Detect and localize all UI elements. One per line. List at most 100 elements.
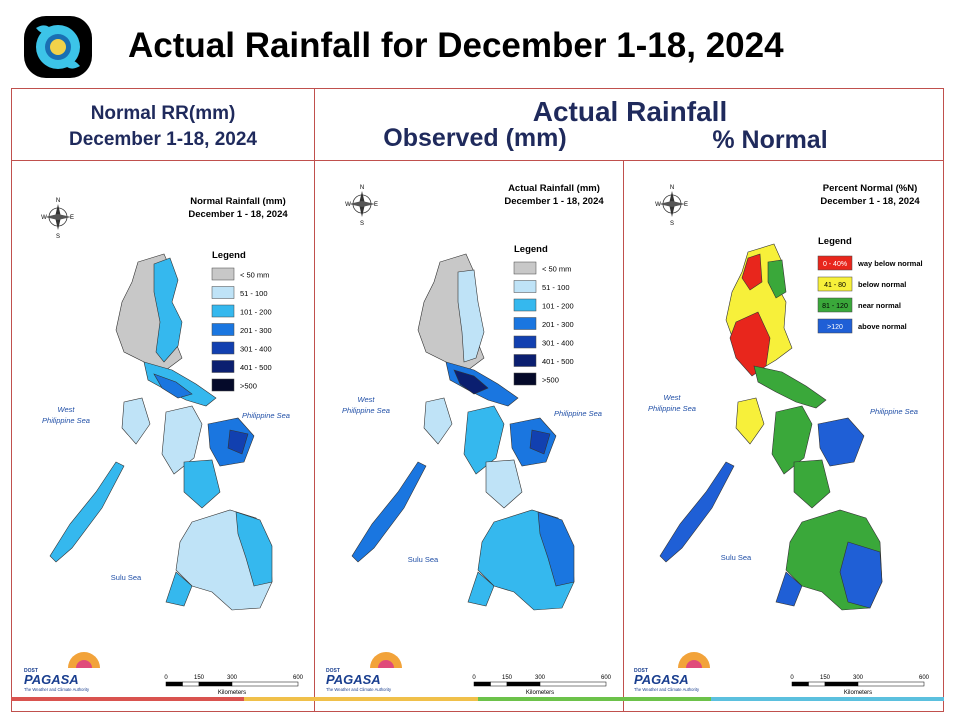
- legend-swatch: [211, 304, 235, 318]
- legend-range: 81 - 120: [822, 303, 848, 310]
- legend-swatch: [211, 378, 235, 392]
- scale-segment: [473, 681, 491, 687]
- legend-label: way below normal: [857, 259, 923, 268]
- compass-rose-icon: N S W E: [345, 185, 378, 227]
- legend: < 50 mm 51 - 100 101 - 200 201 - 300 301 - 4…: [211, 267, 272, 392]
- brand-dost: DOST: [634, 668, 648, 674]
- scale-unit-label: Kilometers: [526, 690, 554, 696]
- slide-title: Actual Rainfall for December 1-18, 2024: [128, 26, 784, 65]
- umbrella-inner-icon: [378, 660, 394, 668]
- scale-segment: [857, 681, 925, 687]
- scale-tick-label: 150: [820, 675, 831, 681]
- normal-rainfall-map: N S W E Normal Rainfall (mm) December 1 …: [24, 196, 304, 696]
- map-title: Actual Rainfall (mm): [508, 183, 600, 194]
- scale-tick-label: 0: [472, 675, 476, 681]
- brand-tagline: The Weather and Climate Authority: [634, 687, 700, 692]
- legend-swatch: [513, 261, 537, 275]
- scale-tick-label: 300: [535, 675, 546, 681]
- legend-swatch: [513, 354, 537, 367]
- compass-w: W: [655, 202, 661, 208]
- compass-e: E: [684, 202, 688, 208]
- legend-range: 41 - 80: [824, 282, 846, 289]
- compass-n: N: [56, 198, 60, 204]
- scale-tick-label: 300: [853, 675, 864, 681]
- compass-s: S: [56, 234, 60, 240]
- brand-dost: DOST: [24, 668, 38, 674]
- legend-label: 201 - 300: [542, 320, 574, 329]
- legend-title: Legend: [818, 236, 852, 247]
- sea-label-east: Philippine Sea: [870, 407, 918, 416]
- legend-label: 301 - 400: [542, 339, 574, 348]
- percent-normal-map: N S W E Percent Normal (%N) December 1 -…: [634, 183, 930, 696]
- compass-rose-icon: N S W E: [655, 185, 688, 227]
- scale-segment: [198, 681, 233, 687]
- dost-pagasa-seal-logo: [24, 16, 92, 78]
- scale-tick-label: 0: [164, 675, 168, 681]
- compass-s: S: [360, 221, 364, 227]
- sea-label-west-1: West: [358, 395, 376, 404]
- scale-segment: [490, 681, 508, 687]
- scale-segment: [824, 681, 859, 687]
- legend-swatch: [211, 341, 235, 355]
- scale-segment: [182, 681, 200, 687]
- legend-swatch: [211, 323, 235, 336]
- scale-segment: [506, 681, 541, 687]
- normal-rainfall-map-panel: N S W E Normal Rainfall (mm) December 1 …: [16, 162, 312, 709]
- philippines-map-shape: [659, 243, 883, 611]
- scale-segment: [165, 681, 183, 687]
- map-title: Normal Rainfall (mm): [190, 196, 286, 207]
- legend-label: < 50 mm: [240, 271, 269, 280]
- map-subtitle: December 1 - 18, 2024: [188, 209, 288, 220]
- sea-label-sulu: Sulu Sea: [111, 573, 142, 582]
- scale-unit-label: Kilometers: [218, 690, 246, 696]
- legend-swatch: [513, 372, 537, 386]
- brand-dost: DOST: [326, 668, 340, 674]
- umbrella-inner-icon: [686, 660, 702, 668]
- divider-1: [314, 160, 315, 712]
- strip-segment: [244, 697, 478, 701]
- normal-period-label: December 1-18, 2024: [68, 129, 257, 150]
- legend-label: >500: [542, 376, 559, 385]
- legend: < 50 mm 51 - 100 101 - 200 201 - 300 301 - 4…: [513, 261, 574, 386]
- legend-label: 301 - 400: [240, 345, 272, 354]
- scale-tick-label: 600: [601, 675, 612, 681]
- sea-label-east: Philippine Sea: [242, 411, 290, 420]
- scale-bar: 0 150 300 600 Kilometers: [472, 675, 611, 696]
- compass-n: N: [670, 185, 674, 191]
- percent-normal-map-panel: N S W E Percent Normal (%N) December 1 -…: [626, 162, 940, 709]
- umbrella-inner-icon: [76, 660, 92, 668]
- sea-label-west-1: West: [664, 393, 682, 402]
- legend-swatch: [513, 280, 537, 293]
- strip-segment: [477, 697, 711, 701]
- compass-s: S: [670, 221, 674, 227]
- scale-unit-label: Kilometers: [844, 690, 872, 696]
- legend-label: 101 - 200: [240, 308, 272, 317]
- sea-label-west-2: Philippine Sea: [342, 406, 390, 415]
- divider-2: [623, 160, 624, 712]
- compass-rose-icon: N S W E: [41, 198, 74, 240]
- legend-label: above normal: [858, 322, 907, 331]
- brand-tagline: The Weather and Climate Authority: [326, 687, 392, 692]
- philippines-map-shape: [49, 253, 273, 611]
- legend-label: 101 - 200: [542, 302, 574, 311]
- legend-swatch: [817, 297, 853, 313]
- compass-e: E: [70, 215, 74, 221]
- legend-label: near normal: [858, 301, 901, 310]
- scale-segment: [791, 681, 809, 687]
- legend-swatch: [211, 267, 235, 281]
- scale-tick-label: 300: [227, 675, 238, 681]
- sea-label-sulu: Sulu Sea: [408, 555, 439, 564]
- legend-title: Legend: [212, 250, 246, 261]
- scale-segment: [539, 681, 607, 687]
- brand-tagline: The Weather and Climate Authority: [24, 687, 90, 692]
- map-subtitle: December 1 - 18, 2024: [820, 196, 920, 207]
- strip-segment: [710, 697, 944, 701]
- legend-range: >120: [827, 324, 843, 331]
- percent-normal-label: % Normal: [712, 126, 828, 154]
- legend-label: 401 - 500: [542, 357, 574, 366]
- observed-rainfall-map: N S W E Actual Rainfall (mm) December 1 …: [326, 183, 612, 696]
- scale-tick-label: 0: [790, 675, 794, 681]
- legend-label: 51 - 100: [542, 283, 570, 292]
